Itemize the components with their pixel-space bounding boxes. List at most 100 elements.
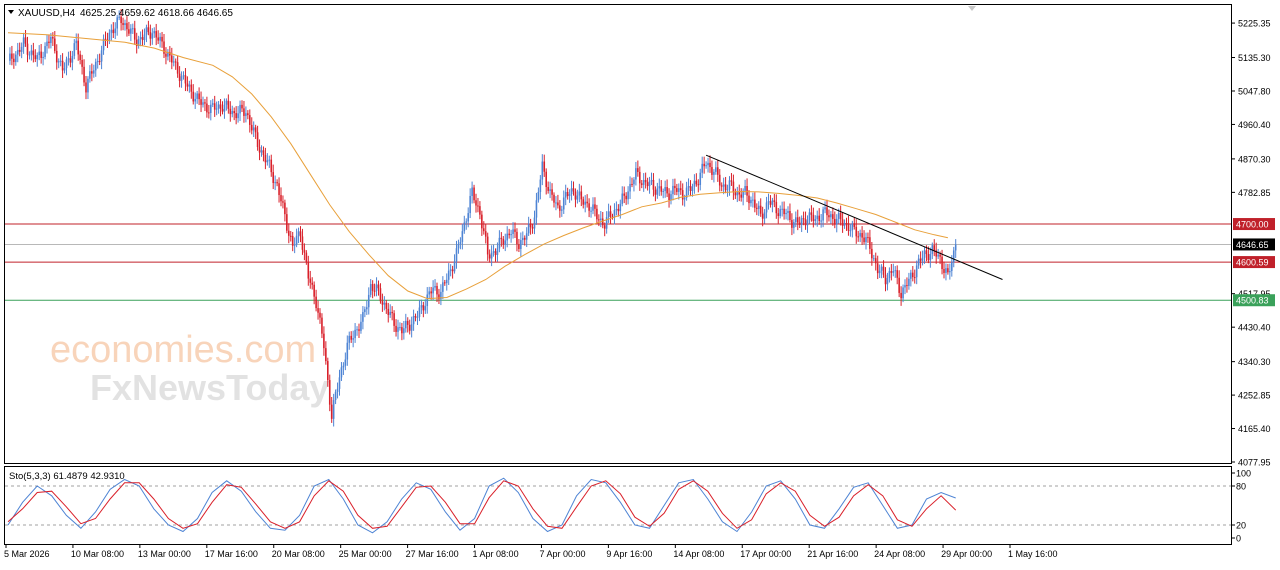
candle-body (206, 103, 208, 113)
candle-body (754, 199, 756, 208)
candle-body (352, 338, 354, 340)
candle-body (52, 37, 54, 39)
candle-body (506, 233, 508, 241)
candle-body (202, 102, 204, 105)
candle-body (319, 312, 321, 318)
candle-body (933, 245, 936, 251)
candle-body (342, 365, 345, 368)
candle-body (133, 28, 136, 40)
candle-body (130, 28, 132, 34)
candle-body (851, 223, 854, 231)
price-level-tag-label: 4600.59 (1236, 258, 1269, 268)
symbol-menu-icon[interactable] (8, 10, 14, 14)
candle-body (941, 256, 943, 269)
candle-body (299, 231, 302, 237)
stochastic-oscillator (5, 477, 1231, 534)
candle-body (584, 201, 586, 205)
candle-body (717, 167, 719, 175)
candle-body (939, 254, 941, 257)
candle-body (42, 56, 44, 58)
candle-body (55, 50, 58, 63)
candle-body (904, 285, 906, 288)
candle-body (874, 258, 877, 264)
candle-body (305, 252, 308, 262)
candle-body (951, 262, 953, 271)
candle-body (929, 254, 932, 261)
candle-body (457, 243, 460, 249)
candle-body (208, 112, 210, 114)
candle-body (500, 237, 503, 240)
candle-body (841, 219, 844, 226)
candle-body (570, 188, 573, 194)
candle-body (814, 219, 817, 222)
candle-body (746, 186, 748, 196)
price-level-tag-label: 4646.65 (1236, 240, 1269, 250)
candle-body (233, 111, 235, 114)
candle-body (340, 367, 343, 378)
candle-body (483, 228, 485, 232)
candle-body (863, 237, 865, 243)
candle-body (878, 270, 881, 274)
candle-body (742, 190, 744, 198)
candle-body (120, 16, 122, 24)
candle-body (818, 215, 820, 221)
candle-body (98, 61, 101, 63)
candle-body (405, 320, 407, 329)
candle-body (845, 223, 848, 225)
candle-body (525, 233, 528, 240)
candle-body (157, 37, 159, 41)
candle-body (436, 285, 438, 295)
candle-body (609, 211, 612, 217)
candle-body (812, 214, 815, 222)
candle-body (317, 308, 319, 313)
candle-body (387, 308, 390, 315)
candle-body (330, 404, 333, 419)
trendline[interactable] (705, 154, 1003, 280)
candle-body (564, 191, 567, 198)
candle-body (886, 278, 889, 285)
candle-body (510, 233, 512, 236)
candle-body (169, 51, 171, 56)
candle-body (40, 51, 42, 58)
price-axis: 5225.35 5135.30 5047.80 4960.40 4870.30 4782.… (1231, 19, 1275, 468)
candle-body (711, 167, 713, 175)
candle-body (757, 205, 760, 209)
candle-body (481, 214, 483, 229)
candle-body (523, 237, 526, 240)
stochastic-tick-label: 100 (1236, 469, 1251, 479)
candle-body (213, 103, 216, 110)
candle-body (149, 32, 152, 39)
candle-body (605, 217, 608, 229)
candle-body (108, 32, 111, 41)
candle-body (354, 329, 356, 339)
candle-body (231, 111, 234, 115)
candle-body (91, 71, 93, 74)
candle-body (408, 324, 411, 331)
candle-body (143, 34, 146, 41)
collapse-triangle-icon[interactable] (968, 6, 976, 11)
candle-body (282, 201, 284, 203)
candle-body (420, 305, 423, 308)
watermark-line2: FxNewsToday (90, 367, 329, 408)
candle-body (676, 188, 678, 192)
candle-body (654, 189, 657, 195)
candle-body (301, 236, 304, 250)
candle-body (461, 231, 464, 242)
candle-body (795, 217, 797, 223)
candle-body (947, 268, 949, 273)
candle-body (802, 218, 805, 220)
candle-body (796, 217, 799, 223)
candle-body (455, 248, 458, 262)
candle-body (289, 235, 292, 237)
candle-body (188, 84, 191, 87)
time-tick-label: 10 Mar 08:00 (71, 549, 124, 559)
candle-body (451, 269, 454, 272)
candle-body (467, 213, 469, 222)
candle-body (793, 222, 795, 228)
time-tick-label: 17 Apr 00:00 (740, 549, 791, 559)
candle-body (383, 302, 386, 305)
candle-body (475, 200, 477, 206)
candle-body (783, 208, 785, 215)
candle-body (180, 76, 183, 81)
